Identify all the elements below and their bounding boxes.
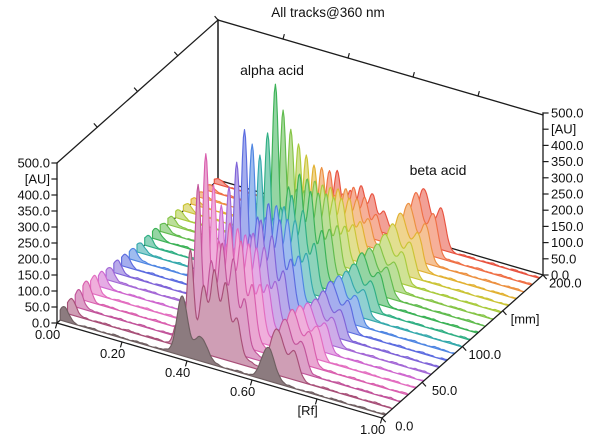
rf-axis-tick-label: 0.20 bbox=[100, 346, 125, 361]
value-axis-right-tick-label: 300.0 bbox=[551, 170, 584, 185]
track-trace-7 bbox=[105, 186, 432, 375]
value-axis-right-tick-label: 500.0 bbox=[551, 106, 584, 121]
track-trace-3 bbox=[74, 183, 401, 403]
annotation-beta-acid: beta acid bbox=[409, 162, 467, 178]
value-axis-right-tick-label: 350.0 bbox=[551, 154, 584, 169]
rf-axis-tick-label: 0.60 bbox=[230, 384, 255, 399]
rf-axis: 0.00 0.20 0.40 0.60 [Rf] 1.00 bbox=[35, 322, 385, 437]
chart-title: All tracks@360 nm bbox=[271, 5, 385, 20]
rf-axis-tick-label: 1.00 bbox=[360, 422, 385, 437]
depth-axis-tick-label: 200.0 bbox=[549, 276, 582, 291]
rf-axis-tick-label: 0.00 bbox=[35, 327, 60, 342]
value-axis-right-tick-label: 150.0 bbox=[551, 219, 584, 234]
value-axis-right-tick-label: 0.0 bbox=[551, 268, 569, 283]
depth-axis: 0.0 50.0 100.0 [mm] 200.0 bbox=[381, 274, 582, 434]
track-traces bbox=[59, 83, 540, 416]
depth-axis-tick-label: 50.0 bbox=[432, 383, 457, 398]
value-axis-left-tick-label: [AU] bbox=[25, 172, 50, 187]
track-trace-1 bbox=[59, 295, 386, 416]
value-axis-right-tick-label: 100.0 bbox=[551, 235, 584, 250]
depth-axis-tick-label: 100.0 bbox=[469, 347, 502, 362]
value-axis-right-tick-label: 50.0 bbox=[551, 251, 576, 266]
track-trace-9 bbox=[121, 129, 448, 362]
depth-axis-tick-label: [mm] bbox=[511, 311, 540, 326]
track-trace-10 bbox=[128, 143, 455, 355]
track-trace-2 bbox=[66, 248, 394, 410]
value-axis-right-tick-label: 400.0 bbox=[551, 138, 584, 153]
value-axis-right-tick-label: 200.0 bbox=[551, 203, 584, 218]
value-axis-left: 500.0[AU]400.0350.0300.0250.0200.0150.01… bbox=[17, 156, 58, 331]
value-axis-left-tick-label: 150.0 bbox=[17, 268, 50, 283]
value-axis-right-tick-label: [AU] bbox=[551, 122, 576, 137]
value-axis-left-tick-label: 300.0 bbox=[17, 220, 50, 235]
depth-axis-tick-label: 0.0 bbox=[395, 419, 413, 434]
rf-axis-tick-label: 0.40 bbox=[165, 365, 190, 380]
value-axis-left-tick-label: 250.0 bbox=[17, 236, 50, 251]
value-axis-left-tick-label: 50.0 bbox=[25, 300, 50, 315]
value-axis-right-tick-label: 250.0 bbox=[551, 187, 584, 202]
track-trace-8 bbox=[113, 161, 440, 369]
annotation-alpha-acid: alpha acid bbox=[240, 62, 304, 78]
value-axis-left-tick-label: 500.0 bbox=[17, 156, 50, 171]
value-axis-left-tick-label: 100.0 bbox=[17, 284, 50, 299]
value-axis-left-tick-label: 200.0 bbox=[17, 252, 50, 267]
value-axis-left-tick-label: 400.0 bbox=[17, 188, 50, 203]
value-axis-left-tick-label: 0.0 bbox=[32, 316, 50, 331]
rf-axis-tick-label: [Rf] bbox=[297, 403, 317, 418]
value-axis-left-tick-label: 350.0 bbox=[17, 204, 50, 219]
